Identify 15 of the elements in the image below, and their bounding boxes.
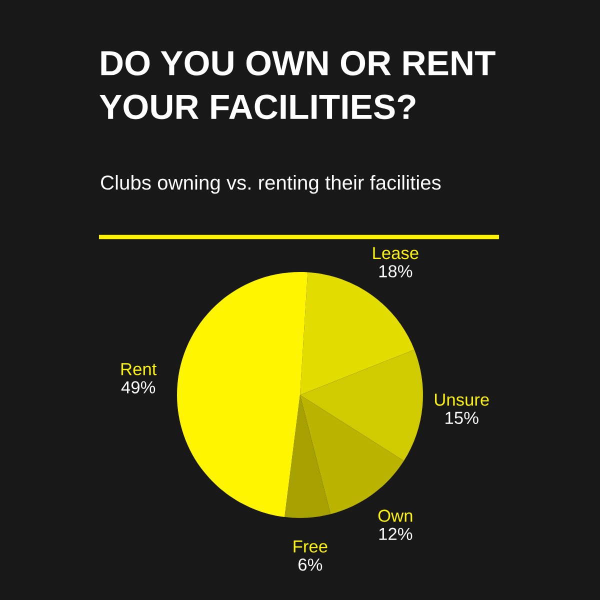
slice-label: Free	[294, 540, 328, 553]
chart-subtitle: Clubs owning vs. renting their facilities	[101, 175, 441, 194]
data-label: 15%	[446, 412, 478, 424]
slice-label: Lease	[373, 247, 418, 260]
data-label: 12%	[379, 528, 412, 540]
pie-slice	[177, 272, 308, 518]
data-label: 49%	[121, 381, 156, 394]
pie-slice	[300, 350, 423, 461]
data-label: 6%	[298, 558, 322, 571]
slice-label: Unsure	[435, 394, 489, 406]
slice-label: Rent	[121, 363, 157, 376]
data-label: 18%	[379, 265, 412, 278]
pie-slice	[284, 395, 331, 518]
slice-label: Own	[378, 510, 412, 522]
chart-title: DO YOU OWN OR RENT YOUR FACILITIES?	[100, 50, 496, 120]
